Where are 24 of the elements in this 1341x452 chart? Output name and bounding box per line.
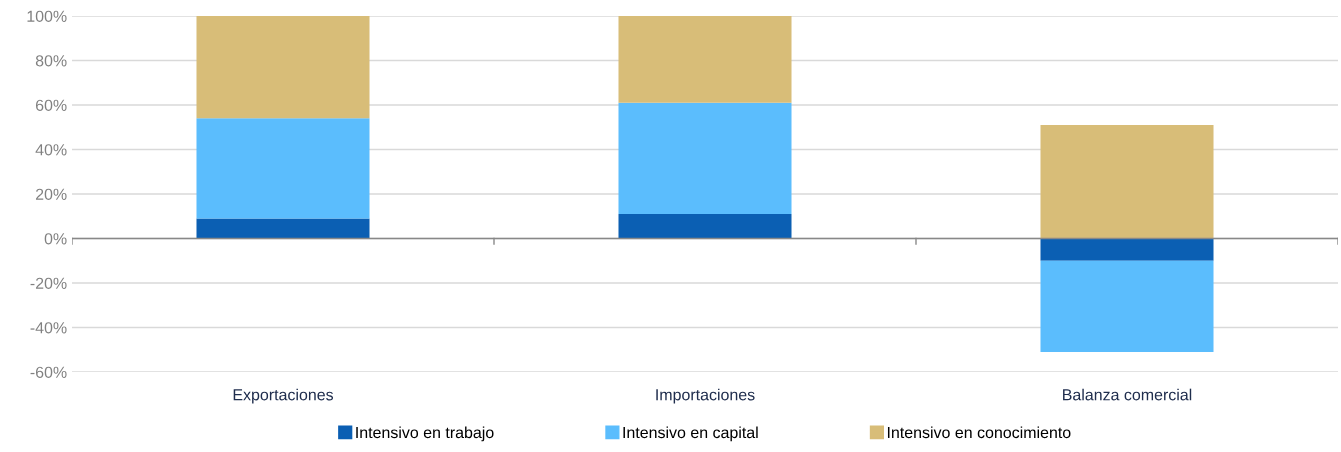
bar — [618, 102, 792, 215]
x-tick-label: Balanza comercial — [1063, 388, 1192, 401]
legend-label: Intensivo en trabajo — [356, 426, 494, 442]
y-tick-label: -20% — [30, 277, 67, 289]
y-tick-label: 20% — [35, 188, 67, 200]
bar — [196, 16, 370, 119]
y-tick-label: 0% — [44, 233, 67, 245]
bar — [196, 218, 370, 239]
bar — [618, 214, 792, 239]
y-tick-label: 100% — [27, 10, 67, 22]
bar — [1040, 125, 1214, 239]
y-tick-label: -60% — [30, 366, 67, 378]
y-tick-label: 40% — [35, 144, 67, 156]
y-tick-label: 60% — [35, 99, 67, 111]
legend-label: Intensivo en conocimiento — [887, 426, 1071, 439]
bar — [196, 118, 370, 219]
bar — [1040, 238, 1214, 261]
x-tick-label: Importaciones — [656, 388, 755, 404]
bar — [618, 16, 792, 103]
legend-label: Intensivo en capital — [623, 426, 758, 442]
bar — [1040, 260, 1214, 352]
y-tick-label: -40% — [30, 322, 67, 334]
y-tick-label: 80% — [35, 55, 67, 67]
x-tick-label: Exportaciones — [233, 388, 334, 404]
